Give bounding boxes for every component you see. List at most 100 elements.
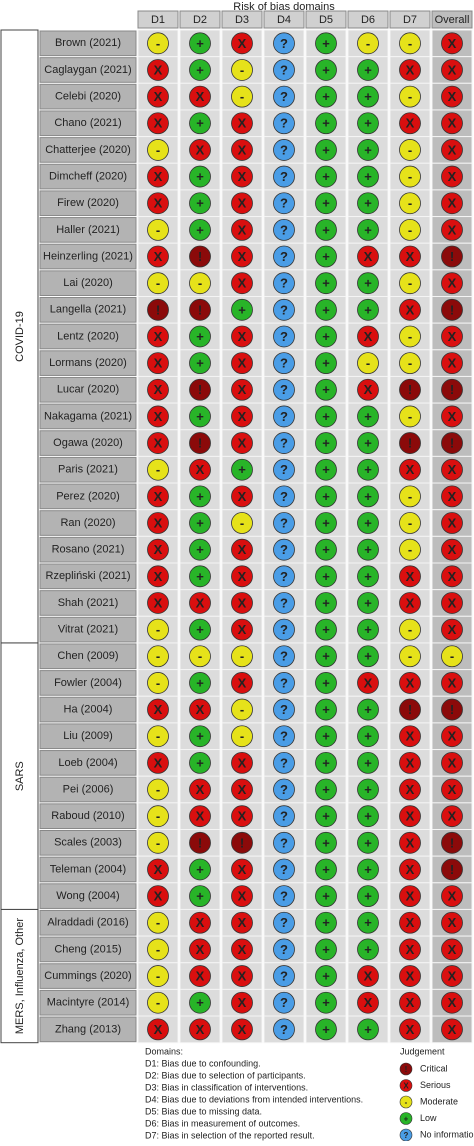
judgement-symbol: X bbox=[448, 1022, 457, 1037]
judgement-circle bbox=[315, 458, 337, 481]
judgement-symbol: - bbox=[156, 915, 160, 930]
judgement-circle bbox=[147, 272, 169, 295]
judgement-circle bbox=[273, 432, 295, 454]
study-label: Ogawa (2020) bbox=[53, 437, 123, 449]
judgement-symbol: X bbox=[196, 782, 205, 797]
judgement-symbol: + bbox=[196, 515, 204, 530]
study-box bbox=[39, 110, 137, 137]
study-label: Chano (2021) bbox=[54, 117, 121, 129]
judgement-circle bbox=[189, 538, 211, 561]
column-header-box bbox=[179, 10, 221, 29]
judgement-circle bbox=[189, 725, 211, 748]
judgement-symbol: + bbox=[196, 356, 204, 371]
judgement-symbol: X bbox=[406, 969, 415, 984]
judgement-symbol: X bbox=[448, 675, 457, 690]
judgement-symbol: + bbox=[196, 862, 204, 877]
judgement-circle bbox=[147, 805, 169, 828]
judgement-symbol: + bbox=[196, 222, 204, 237]
judgement-circle bbox=[147, 965, 169, 987]
judgement-circle bbox=[147, 165, 169, 188]
judgement-symbol: + bbox=[322, 915, 330, 930]
judgement-symbol: X bbox=[154, 1022, 163, 1037]
study-box bbox=[39, 909, 137, 936]
judgement-circle bbox=[147, 325, 169, 348]
judgement-symbol: + bbox=[364, 915, 372, 930]
judgement-symbol: + bbox=[364, 276, 372, 291]
judgement-circle bbox=[189, 831, 211, 854]
judgement-circle bbox=[399, 778, 421, 801]
study-box bbox=[39, 776, 137, 803]
judgement-circle bbox=[189, 991, 211, 1014]
judgement-circle bbox=[147, 59, 169, 81]
judgement-symbol: ? bbox=[280, 462, 288, 477]
judgement-symbol: + bbox=[322, 62, 330, 77]
judgement-circle bbox=[399, 725, 421, 748]
legend-label: Critical bbox=[420, 1063, 448, 1073]
judgement-circle bbox=[399, 911, 421, 934]
judgement-symbol: ? bbox=[280, 595, 288, 610]
judgement-symbol: + bbox=[364, 116, 372, 131]
judgement-circle bbox=[189, 645, 211, 668]
study-box bbox=[39, 483, 137, 510]
judgement-circle bbox=[315, 991, 337, 1014]
study-label: Lucar (2020) bbox=[57, 384, 119, 396]
group-label: SARS bbox=[14, 761, 26, 791]
judgement-symbol: X bbox=[238, 222, 247, 237]
judgement-circle bbox=[441, 725, 463, 748]
judgement-symbol: ? bbox=[280, 755, 288, 770]
judgement-symbol: + bbox=[322, 675, 330, 690]
judgement-circle bbox=[147, 352, 169, 375]
judgement-circle bbox=[273, 458, 295, 481]
judgement-symbol: ? bbox=[280, 142, 288, 157]
judgement-symbol: ? bbox=[280, 915, 288, 930]
judgement-symbol: + bbox=[322, 542, 330, 557]
judgement-circle bbox=[147, 938, 169, 961]
judgement-circle bbox=[357, 165, 379, 188]
judgement-symbol: - bbox=[156, 142, 160, 157]
judgement-symbol: + bbox=[196, 489, 204, 504]
legend-circle bbox=[399, 1079, 413, 1092]
judgement-symbol: X bbox=[154, 382, 163, 397]
judgement-circle bbox=[441, 618, 463, 641]
judgement-circle bbox=[189, 139, 211, 161]
judgement-symbol: - bbox=[408, 276, 412, 291]
judgement-circle bbox=[357, 512, 379, 534]
study-label: Nakagama (2021) bbox=[44, 410, 132, 422]
judgement-circle bbox=[357, 59, 379, 81]
judgement-symbol: X bbox=[154, 489, 163, 504]
judgement-circle bbox=[147, 139, 169, 161]
judgement-circle bbox=[399, 592, 421, 614]
judgement-symbol: X bbox=[448, 222, 457, 237]
judgement-symbol: X bbox=[238, 942, 247, 957]
judgement-circle bbox=[147, 831, 169, 854]
judgement-circle bbox=[231, 938, 253, 961]
judgement-circle bbox=[231, 245, 253, 268]
judgement-circle bbox=[231, 672, 253, 694]
judgement-circle bbox=[399, 352, 421, 375]
judgement-circle bbox=[231, 805, 253, 828]
judgement-circle bbox=[357, 751, 379, 774]
judgement-symbol: ! bbox=[408, 382, 412, 397]
judgement-symbol: X bbox=[406, 942, 415, 957]
legend-symbol: ? bbox=[404, 1131, 409, 1140]
judgement-symbol: + bbox=[322, 969, 330, 984]
judgement-symbol: + bbox=[364, 1022, 372, 1037]
judgement-circle bbox=[357, 565, 379, 588]
judgement-circle bbox=[441, 512, 463, 534]
judgement-symbol: X bbox=[154, 515, 163, 530]
judgement-circle bbox=[315, 698, 337, 721]
judgement-circle bbox=[231, 725, 253, 748]
judgement-symbol: X bbox=[406, 1022, 415, 1037]
judgement-symbol: + bbox=[322, 889, 330, 904]
judgement-circle bbox=[231, 112, 253, 135]
judgement-symbol: ? bbox=[280, 889, 288, 904]
judgement-symbol: + bbox=[322, 462, 330, 477]
judgement-circle bbox=[315, 352, 337, 375]
judgement-circle bbox=[273, 911, 295, 934]
judgement-symbol: - bbox=[198, 649, 202, 664]
judgement-circle bbox=[147, 405, 169, 428]
judgement-symbol: + bbox=[322, 36, 330, 51]
judgement-circle bbox=[189, 298, 211, 321]
judgement-symbol: X bbox=[406, 862, 415, 877]
judgement-circle bbox=[357, 432, 379, 454]
